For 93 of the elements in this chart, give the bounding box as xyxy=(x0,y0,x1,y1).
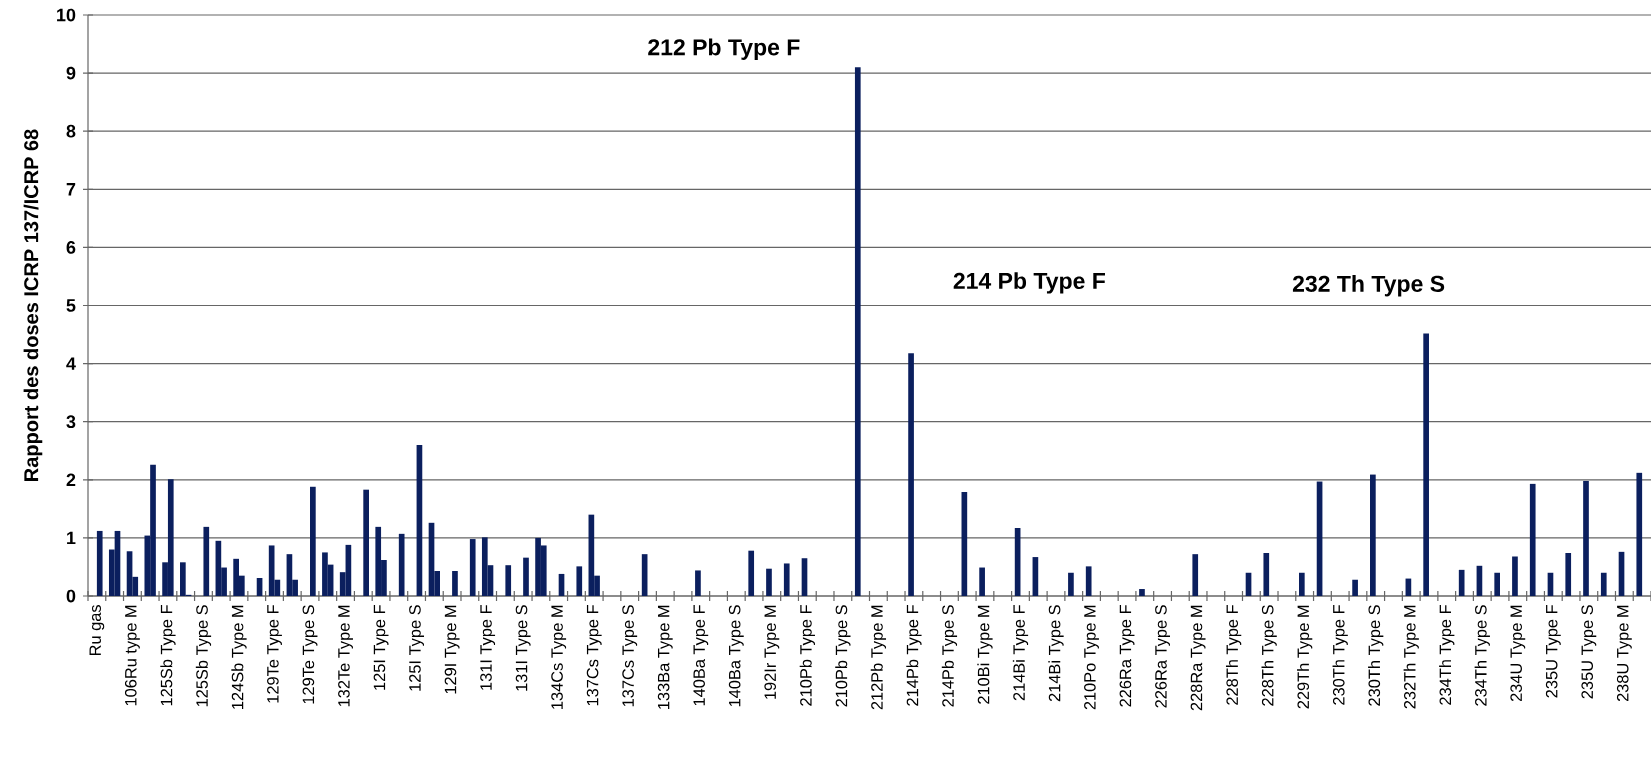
y-tick-label: 3 xyxy=(66,415,76,429)
x-tick-label: 125Sb Type F xyxy=(160,605,176,706)
x-tick-label: 228Th Type S xyxy=(1261,605,1277,706)
x-tick-label: 214Bi Type S xyxy=(1048,605,1064,702)
annotation: 214 Pb Type F xyxy=(953,272,1105,294)
x-tick-label: 235U Type S xyxy=(1581,605,1597,699)
x-tick-label: 228Th Type F xyxy=(1225,605,1242,705)
x-tick-label: 129I Type M xyxy=(444,605,460,694)
x-tick-label: 106Ru type M xyxy=(124,605,140,706)
x-tick-label: 210Po Type M xyxy=(1084,605,1099,710)
y-tick-label: 4 xyxy=(66,357,76,370)
y-tick-label: 6 xyxy=(66,241,76,254)
bar xyxy=(1458,569,1465,596)
y-tick-label: 8 xyxy=(66,124,76,138)
bar xyxy=(1600,572,1607,596)
bar xyxy=(1636,472,1643,596)
x-tick-label: 228Ra Type M xyxy=(1190,605,1206,711)
bar xyxy=(979,567,985,596)
x-tick-label: 210Pb Type F xyxy=(799,605,815,706)
y-tick-label: 1 xyxy=(67,531,76,545)
bar xyxy=(469,539,476,596)
bar xyxy=(695,570,701,596)
x-tick-label: 234Th Type S xyxy=(1474,605,1490,706)
x-tick-label: 137Cs Type F xyxy=(586,605,602,706)
y-tick-label: 7 xyxy=(66,183,76,196)
bar xyxy=(1512,556,1518,596)
x-tick-label: 134Cs Type M xyxy=(551,605,567,709)
x-tick-label: 125I Type F xyxy=(373,605,389,690)
x-tick-label: 230Th Type F xyxy=(1332,605,1348,705)
x-tick-label: 140Ba Type F xyxy=(693,605,709,706)
x-tick-label: 234U Type M xyxy=(1510,605,1526,702)
bar xyxy=(1423,333,1429,596)
bar xyxy=(96,530,103,596)
x-tick-label: 129Te Type S xyxy=(302,605,318,704)
bar xyxy=(203,526,210,596)
x-tick-label: 133Ba Type M xyxy=(657,605,673,709)
y-tick-label: 10 xyxy=(57,8,76,22)
x-tick-label: 230Th Type S xyxy=(1368,605,1384,706)
bar xyxy=(1068,572,1074,596)
x-tick-label: 235U Type F xyxy=(1545,605,1561,698)
bar xyxy=(1263,553,1270,596)
x-tick-label: 131I Type S xyxy=(515,605,531,691)
y-tick-label: 9 xyxy=(66,66,76,80)
x-tick-label: 232Th Type M xyxy=(1403,605,1419,709)
bar xyxy=(1370,474,1376,596)
x-tick-label: 131I Type F xyxy=(480,605,496,690)
bar xyxy=(523,557,529,596)
bar xyxy=(783,563,790,596)
x-tick-label: 125I Type S xyxy=(409,605,425,691)
bar xyxy=(1298,572,1305,596)
bar xyxy=(1529,483,1536,596)
x-tick-label: 140Ba Type S xyxy=(728,605,744,707)
annotation: 212 Pb Type F xyxy=(648,38,800,60)
x-tick-label: 137Cs Type S xyxy=(622,605,638,707)
x-tick-label: 124Sb Type M xyxy=(231,605,247,709)
bar xyxy=(1565,553,1572,596)
bar xyxy=(748,550,755,596)
x-tick-label: 226Ra Type F xyxy=(1119,605,1135,707)
y-tick-label: 2 xyxy=(66,473,76,487)
bar xyxy=(505,565,512,596)
x-tick-label: 214Bi Type F xyxy=(1012,605,1029,701)
x-tick-label: 226Ra Type S xyxy=(1155,605,1170,708)
x-tick-label: 234Th Type F xyxy=(1439,605,1455,705)
x-tick-label: 210Pb Type S xyxy=(835,605,851,707)
bar xyxy=(854,67,861,596)
bar xyxy=(1494,572,1501,596)
bar xyxy=(576,566,583,596)
x-tick-label: Ru gas xyxy=(89,605,105,656)
bar xyxy=(766,568,772,596)
x-tick-label: 125Sb Type S xyxy=(195,605,212,707)
bar xyxy=(452,571,458,596)
x-tick-label: 238U Type M xyxy=(1616,605,1632,702)
x-tick-label: 214Pb Type S xyxy=(941,605,958,707)
bar xyxy=(310,486,316,596)
x-tick-label: 192Ir Type M xyxy=(764,605,780,699)
x-tick-label: 214Pb Type F xyxy=(906,605,922,706)
x-tick-label: 229Th Type M xyxy=(1297,605,1313,709)
bar xyxy=(398,533,405,596)
x-tick-label: 129Te Type F xyxy=(267,605,282,703)
x-tick-label: 210Bi Type M xyxy=(977,605,993,704)
x-tick-label: 212Pb Type M xyxy=(870,605,887,710)
annotation: 232 Th Type S xyxy=(1292,275,1445,297)
bar xyxy=(1352,579,1358,596)
x-tick-label: 132Te Type M xyxy=(338,605,353,707)
y-tick-label: 5 xyxy=(66,299,76,312)
bar xyxy=(1085,566,1092,596)
y-tick-label: 0 xyxy=(66,589,76,603)
bar xyxy=(363,489,369,596)
bar xyxy=(1192,554,1199,596)
y-axis-title: Rapport des doses ICRP 137/ICRP 68 xyxy=(23,129,43,481)
bar xyxy=(1139,589,1145,596)
bar xyxy=(908,353,914,596)
bar xyxy=(1583,480,1589,596)
